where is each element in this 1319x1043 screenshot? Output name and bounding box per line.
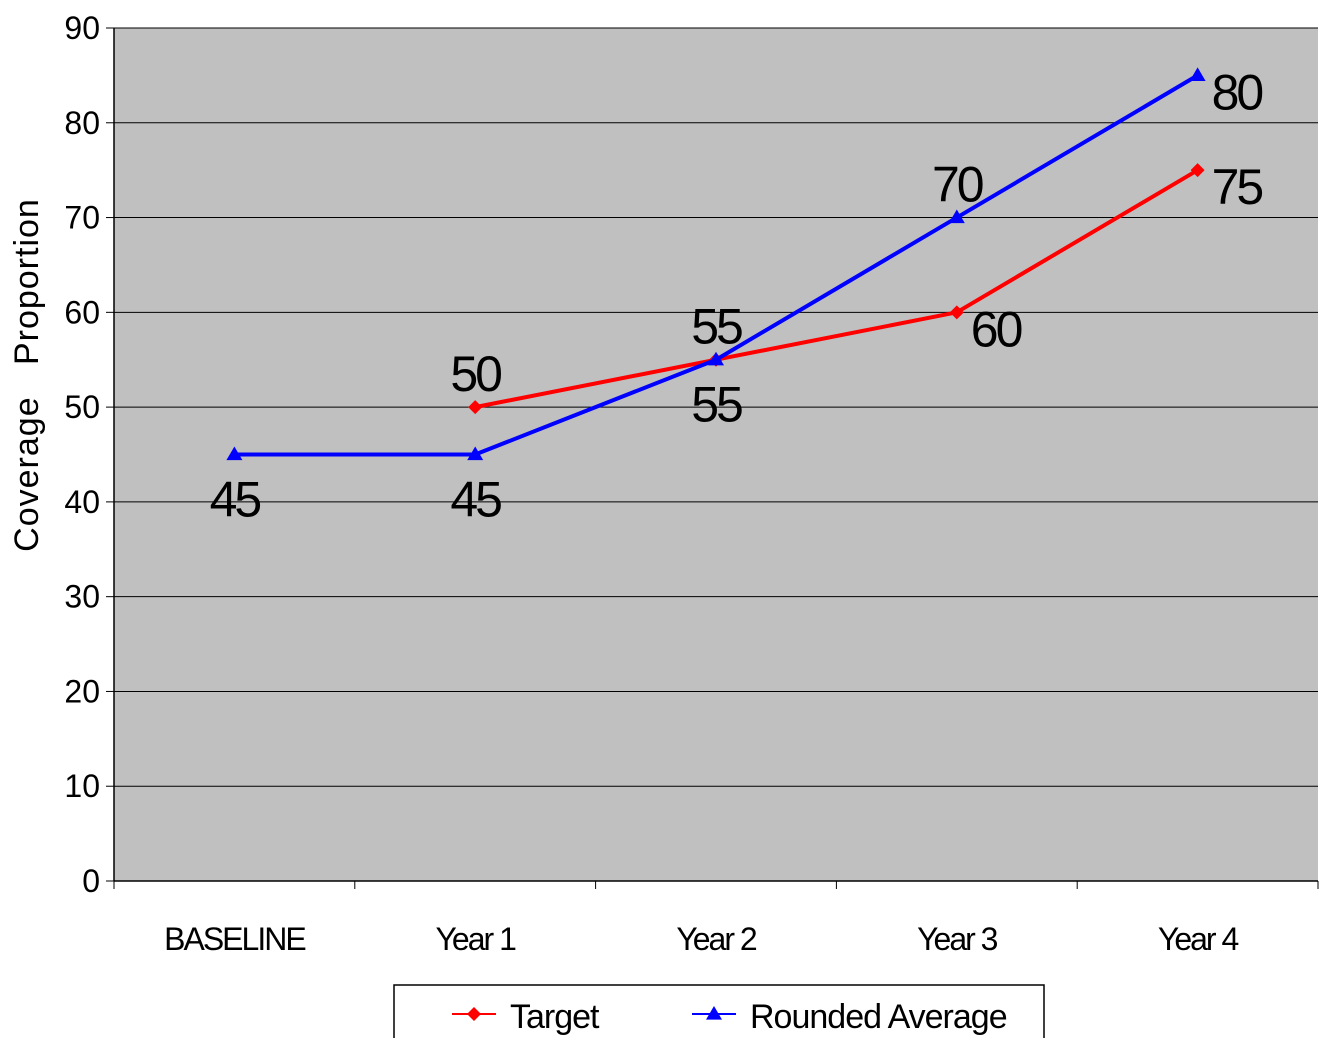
data-label: 45	[210, 472, 261, 528]
data-label: 55	[691, 299, 742, 355]
y-tick-label: 70	[64, 200, 100, 236]
legend-label: Rounded Average	[750, 998, 1007, 1036]
gridlines	[114, 27, 1318, 882]
y-tick-label: 40	[64, 484, 100, 520]
x-tick-label: Year 4	[1158, 921, 1239, 957]
data-point-marker	[948, 209, 965, 224]
series-lines	[226, 67, 1206, 461]
data-label: 80	[1212, 64, 1263, 120]
data-point-marker	[708, 351, 724, 366]
legend: Target Rounded Average	[393, 984, 1045, 1043]
legend-marker	[706, 1006, 722, 1020]
data-labels: 50 55 60 75 45 45 55 70 80	[210, 64, 1266, 528]
data-point-marker	[226, 446, 243, 461]
y-tick-label: 50	[64, 389, 100, 425]
legend-item-rounded-average: Rounded Average	[692, 998, 1008, 1036]
data-point-marker	[467, 446, 484, 461]
y-tick-label: 60	[64, 294, 100, 330]
data-label: 60	[971, 301, 1022, 357]
data-label: 45	[450, 472, 501, 528]
data-label: 50	[450, 346, 501, 402]
data-label: 55	[691, 377, 742, 433]
y-tick-label: 30	[64, 579, 100, 615]
legend-label: Target	[510, 998, 600, 1036]
y-tick-label: 0	[82, 863, 100, 899]
x-tick-label: Year 3	[917, 921, 998, 957]
series-line-target	[474, 168, 1199, 410]
x-tick-label: Year 1	[436, 921, 517, 957]
y-tick-label: 90	[64, 10, 100, 46]
y-tick-label: 20	[64, 673, 100, 709]
y-tick-label: 10	[64, 768, 100, 804]
y-tick-label: 80	[64, 105, 100, 141]
y-axis-title: Coverage Proportion	[8, 198, 46, 552]
x-tick-label: Year 2	[676, 921, 757, 957]
legend-item-target: Target	[452, 998, 601, 1036]
data-point-marker	[949, 305, 964, 320]
data-point-marker	[1189, 67, 1206, 81]
legend-marker	[467, 1007, 481, 1021]
axes: 0 10 20 30 40 50 60 70 80 90 BASELINE Year 1 Year 2 Y…	[64, 10, 1319, 957]
data-label: 70	[932, 157, 983, 213]
data-point-marker	[468, 400, 483, 415]
data-point-marker	[1190, 163, 1205, 178]
x-tick-label: BASELINE	[164, 921, 305, 957]
data-label: 75	[1212, 159, 1263, 215]
